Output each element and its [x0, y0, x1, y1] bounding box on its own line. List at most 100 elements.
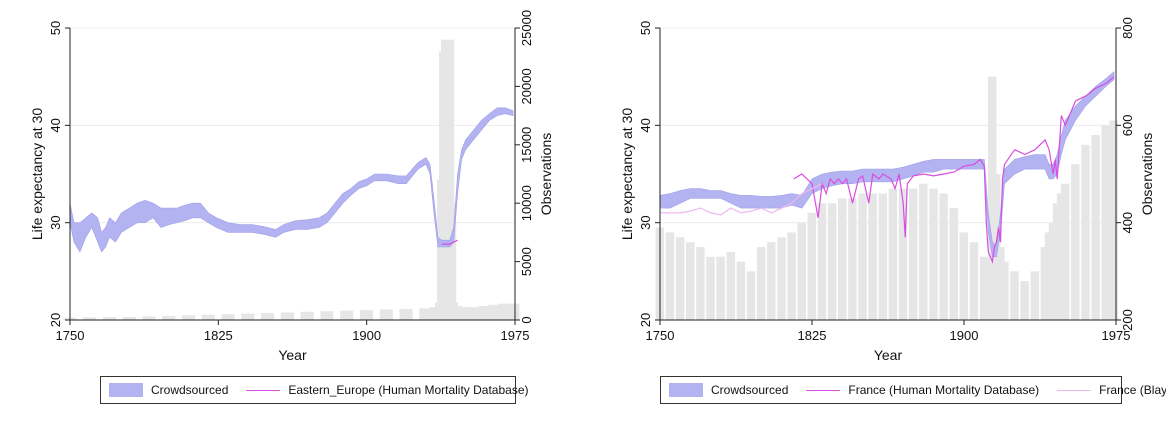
legend-label: France (Human Mortality Database)	[848, 383, 1040, 397]
observation-bar	[746, 271, 756, 320]
y-tick-label: 50	[638, 21, 653, 35]
legend-swatch-line	[246, 389, 281, 391]
observation-bar	[898, 188, 908, 320]
observation-bar	[506, 303, 520, 320]
x-axis-title: Year	[278, 347, 307, 363]
y-tick-label: 30	[48, 215, 63, 229]
legend-label: Crowdsourced	[151, 383, 229, 397]
observation-bar	[102, 317, 116, 320]
observation-bar	[686, 242, 695, 320]
legend-item: France (Human Mortality Database)	[806, 383, 1039, 397]
legend-swatch-line	[1057, 389, 1092, 391]
legend-item: France (Blayo, 1975)	[1057, 383, 1166, 397]
left-legend: Crowdsourced Eastern_Europe (Human Mortal…	[100, 376, 529, 404]
y2-tick-label: 10000	[519, 185, 534, 221]
observation-bar	[756, 247, 766, 320]
observation-bar	[716, 256, 725, 320]
series-line	[660, 183, 823, 216]
observation-bar	[817, 203, 827, 320]
y2-tick-label: 25000	[519, 10, 534, 46]
x-tick-label: 1975	[1102, 328, 1131, 343]
right-legend: Crowdsourced France (Human Mortality Data…	[660, 376, 1166, 404]
crowdsourced-band	[69, 107, 514, 253]
observation-bar	[767, 242, 776, 320]
observation-bar	[1060, 183, 1070, 320]
x-tick-label: 1750	[56, 328, 85, 343]
right-chart: 1750 1825 1900 1975 20 30 40 50 200 400 600 800 Year…	[619, 17, 1155, 363]
observation-bar	[300, 311, 314, 320]
observation-bar	[797, 222, 806, 320]
y2-tick-label: 400	[1120, 212, 1135, 234]
y-axis-title: Life expectancy at 30	[619, 108, 635, 241]
y2-tick-label: 15000	[519, 127, 534, 163]
observation-bar	[379, 309, 393, 320]
observation-bar	[675, 237, 685, 320]
observation-bar	[1030, 271, 1040, 320]
observation-bar	[1109, 120, 1119, 320]
left-chart: 1750 1825 1900 1975 20 30 40 50 0 5000 10000 15000 2…	[29, 10, 554, 363]
observation-bar	[478, 305, 492, 320]
observation-bar	[448, 305, 463, 320]
observation-bar	[201, 314, 215, 320]
legend-swatch-line	[806, 389, 841, 391]
observation-bar	[665, 232, 675, 320]
observation-bar	[868, 193, 877, 320]
legend-label: Eastern_Europe (Human Mortality Database…	[288, 383, 529, 397]
observation-bar	[1010, 271, 1019, 320]
y2-tick-label: 800	[1120, 17, 1135, 39]
observation-bar	[1101, 125, 1110, 320]
observation-bar	[488, 304, 502, 320]
right-chart-panel: 1750 1825 1900 1975 20 30 40 50 200 400 600 800 Year…	[590, 0, 1166, 421]
observation-bar	[458, 307, 472, 320]
observation-bar	[1091, 135, 1100, 320]
y-tick-label: 40	[48, 118, 63, 132]
y2-axis-title: Observations	[1139, 133, 1155, 215]
observation-bar	[848, 198, 857, 320]
y2-tick-label: 5000	[519, 247, 534, 276]
observation-bar	[838, 198, 847, 320]
observation-bar	[969, 242, 979, 320]
y-tick-label: 20	[48, 313, 63, 327]
observation-bar	[858, 193, 867, 320]
observation-bar	[468, 307, 482, 320]
observation-bar	[320, 311, 334, 320]
x-tick-label: 1750	[646, 328, 675, 343]
crowdsourced-band	[659, 71, 1115, 257]
series-line	[441, 239, 458, 245]
observation-bar	[122, 316, 136, 320]
y2-tick-label: 200	[1120, 309, 1135, 331]
observation-bar	[736, 261, 746, 320]
observation-bar	[1071, 164, 1080, 320]
y-tick-label: 30	[638, 215, 653, 229]
y2-tick-label: 600	[1120, 114, 1135, 136]
observation-bar	[221, 314, 235, 320]
observation-bar	[399, 308, 413, 320]
legend-swatch-band	[669, 383, 703, 397]
observation-bar	[959, 232, 969, 320]
observation-bar	[162, 315, 176, 320]
observation-bar	[827, 203, 837, 320]
legend-item: Crowdsourced	[109, 383, 228, 397]
observation-bar	[919, 183, 928, 320]
legend-item: Eastern_Europe (Human Mortality Database…	[246, 383, 529, 397]
y-axis-title: Life expectancy at 30	[29, 108, 45, 241]
observation-bar	[888, 188, 898, 320]
y-tick-label: 40	[638, 118, 653, 132]
legend-item: Crowdsourced	[669, 383, 788, 397]
y2-axis-title: Observations	[538, 133, 554, 215]
y2-tick-label: 0	[519, 316, 534, 323]
observation-bar	[1000, 261, 1009, 320]
observation-bar	[359, 310, 374, 320]
x-tick-label: 1900	[352, 328, 381, 343]
x-tick-label: 1825	[798, 328, 827, 343]
x-axis-title: Year	[874, 347, 903, 363]
observation-bar	[807, 212, 817, 320]
left-chart-panel: 1750 1825 1900 1975 20 30 40 50 0 5000 10000 15000 2…	[0, 0, 576, 421]
legend-label: Crowdsourced	[711, 383, 789, 397]
observation-bar	[261, 312, 275, 320]
observation-bar	[1020, 281, 1029, 320]
y-tick-label: 20	[638, 313, 653, 327]
observation-bar	[340, 310, 354, 320]
observation-bar	[939, 193, 948, 320]
observation-bar	[419, 308, 433, 320]
